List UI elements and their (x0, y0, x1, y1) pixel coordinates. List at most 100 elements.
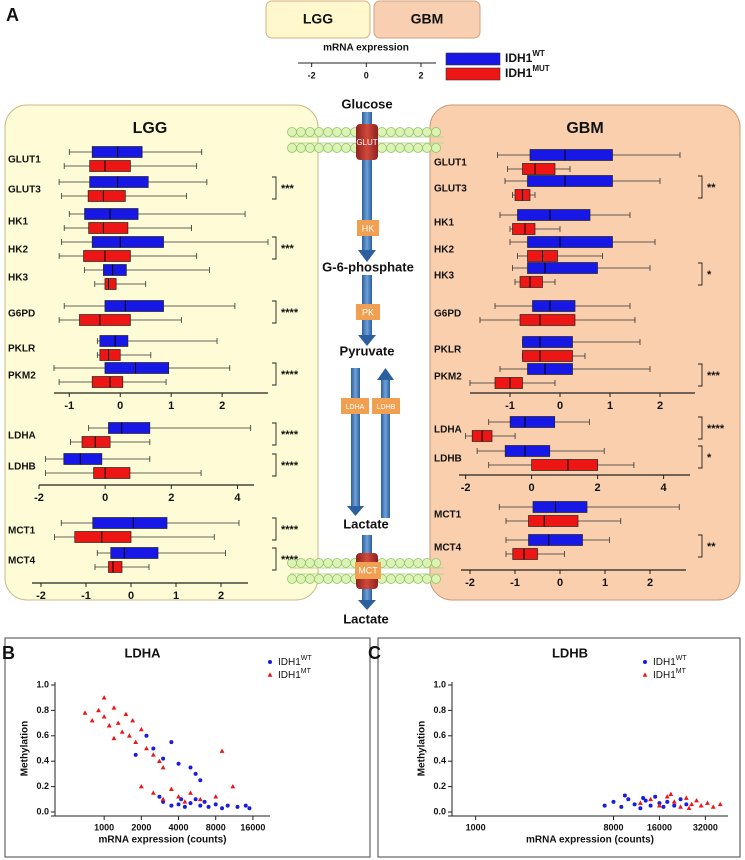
legend-sup: WT (532, 49, 545, 58)
point (123, 711, 129, 717)
panel-title: LGG (133, 120, 168, 137)
box (527, 363, 573, 375)
point (206, 804, 211, 809)
membrane-bead (305, 143, 315, 153)
membrane-bead (413, 127, 423, 137)
point (133, 739, 139, 744)
x-tick-label: -1 (510, 577, 520, 589)
membrane-bead (422, 574, 432, 584)
x-tick-label: 0 (557, 400, 563, 412)
point (710, 804, 716, 809)
box (512, 223, 536, 235)
legend-sup: WT (301, 655, 313, 662)
gene-label: MCT4 (434, 543, 462, 554)
gene-label: GLUT3 (434, 184, 467, 195)
box (509, 416, 556, 428)
point (133, 752, 138, 757)
point (694, 797, 699, 803)
membrane-bead (413, 143, 423, 153)
membrane-bead (296, 574, 306, 584)
enzyme-box (372, 398, 400, 414)
point (626, 797, 631, 802)
point (193, 771, 198, 776)
x-tick-label: 32000 (693, 822, 718, 832)
y-tick-label: 0.0 (433, 806, 446, 816)
gene-label: HK2 (434, 245, 454, 256)
box (519, 314, 576, 326)
membrane-bead (422, 127, 432, 137)
x-tick-label: -1 (64, 400, 74, 412)
panel-label: C (368, 643, 381, 663)
sig-bracket (698, 363, 703, 387)
box (87, 190, 126, 202)
gene-label: GLUT1 (8, 155, 41, 166)
point (653, 794, 658, 799)
membrane-bead (305, 558, 315, 568)
point (150, 790, 156, 795)
box (494, 377, 523, 389)
legend-label: IDH1MUT (505, 64, 550, 80)
box (527, 262, 598, 274)
enzyme-label: HK (362, 223, 375, 233)
box (531, 459, 598, 471)
membrane-bead (422, 143, 432, 153)
membrane-bead (314, 574, 324, 584)
x-tick-label: 0 (557, 577, 563, 589)
legend-marker (267, 672, 273, 677)
sig-label: **** (281, 307, 299, 319)
point (637, 800, 643, 805)
point (632, 802, 637, 807)
sig-label: **** (281, 429, 299, 441)
legend-sup: MT (301, 668, 312, 675)
sig-label: ** (707, 182, 716, 194)
point (665, 799, 670, 804)
sig-bracket (698, 262, 703, 286)
point (622, 793, 627, 798)
y-axis-label: Methylation (417, 721, 428, 777)
gene-label: HK1 (8, 217, 28, 228)
box (88, 222, 129, 234)
membrane-bead (287, 574, 297, 584)
point (657, 803, 662, 808)
x-tick-label: 1 (602, 577, 608, 589)
point (82, 710, 88, 715)
point (111, 705, 117, 710)
scale-tick-label: -2 (308, 70, 316, 80)
sig-label: *** (707, 370, 721, 382)
gene-label: LDHA (8, 431, 36, 442)
box (104, 300, 164, 312)
point (717, 801, 723, 807)
sig-bracket (272, 362, 277, 386)
metabolite: Pyruvate (340, 343, 395, 358)
membrane-bead (413, 574, 423, 584)
panel-title: GBM (566, 120, 603, 137)
x-tick-label: 0 (102, 492, 108, 504)
legend-name: IDH1 (505, 51, 533, 65)
gene-label: GLUT1 (434, 158, 467, 169)
scale-tick-label: 0 (364, 70, 369, 80)
membrane-bead (386, 127, 396, 137)
x-tick-label: 0 (529, 482, 535, 494)
y-tick-label: 0.2 (36, 781, 49, 791)
legend-swatch (445, 67, 501, 81)
header-label: GBM (411, 11, 444, 27)
membrane-bead (341, 558, 351, 568)
gene-label: G6PD (434, 309, 461, 320)
point (198, 778, 203, 783)
gene-label: PKM2 (434, 372, 462, 383)
header-label: LGG (303, 11, 333, 27)
legend-name: IDH1 (653, 657, 676, 668)
point (138, 784, 144, 789)
panel-frame (377, 637, 741, 858)
point (138, 726, 144, 732)
membrane-bead (314, 558, 324, 568)
legend-swatch (445, 52, 501, 66)
sig-label: * (707, 269, 712, 281)
point (101, 714, 107, 719)
point (672, 803, 677, 808)
sig-label: *** (281, 183, 295, 195)
point (160, 764, 166, 770)
point (188, 765, 193, 770)
membrane-bead (296, 143, 306, 153)
membrane-bead (377, 127, 387, 137)
